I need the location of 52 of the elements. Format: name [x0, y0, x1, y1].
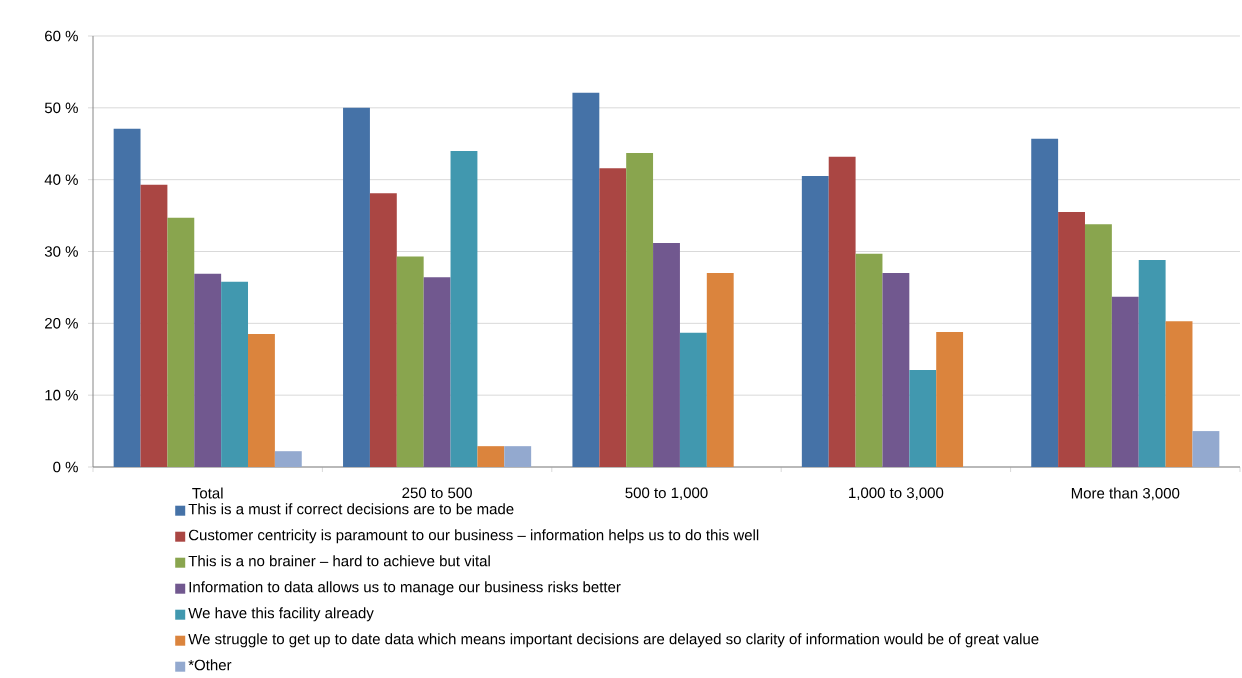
- y-tick-label: 40 %: [44, 174, 78, 185]
- bar: [248, 334, 275, 467]
- bar: [572, 92, 600, 467]
- bar: [140, 184, 168, 467]
- bar: [167, 217, 195, 467]
- legend-label: This is a no brainer – hard to achieve but vital: [188, 555, 490, 567]
- legend-label: Customer centricity is paramount to our business – information helps us to do this well: [188, 529, 759, 544]
- bar: [396, 256, 424, 467]
- legend-label: *Other: [188, 659, 232, 671]
- bar: [909, 370, 937, 467]
- y-tick-label: 10 %: [45, 389, 78, 401]
- legend-label: We have this facility already: [188, 607, 374, 622]
- x-tick-label: More than 3,000: [1071, 487, 1180, 501]
- bar: [113, 128, 141, 467]
- bar: [653, 242, 680, 467]
- bar: [706, 273, 734, 467]
- legend-label: We struggle to get up to date data which means important decisions are delayed so clarity of information would be of great value: [188, 633, 1039, 648]
- bar: [855, 253, 883, 467]
- bar: [194, 273, 222, 467]
- x-tick-label: 250 to 500: [402, 487, 472, 499]
- bar: [504, 446, 532, 467]
- bar: [369, 193, 397, 467]
- y-tick-label: 30 %: [44, 246, 78, 257]
- legend-label: This is a must if correct decisions are to be made: [188, 503, 514, 515]
- bar: [1111, 296, 1139, 467]
- legend-label: Information to data allows us to manage our business risks better: [189, 581, 621, 596]
- bar: [477, 446, 505, 467]
- bar: [1084, 224, 1112, 467]
- bar: [1031, 138, 1059, 467]
- y-tick-label: 0 %: [53, 461, 78, 473]
- y-tick-label: 50 %: [44, 102, 78, 114]
- x-tick-label: Total: [192, 487, 223, 499]
- y-tick-label: 60 %: [45, 30, 78, 42]
- bar: [450, 150, 478, 467]
- bar: [343, 107, 370, 467]
- bar: [882, 273, 910, 467]
- bar: [936, 331, 964, 467]
- bar: [1165, 321, 1193, 467]
- bar: [801, 176, 829, 467]
- bar: [274, 451, 302, 467]
- bar: [1192, 431, 1220, 467]
- bar: [626, 153, 654, 467]
- y-tick-label: 20 %: [45, 318, 78, 329]
- bar: [1138, 260, 1166, 467]
- bar: [221, 281, 249, 467]
- x-tick-label: 1,000 to 3,000: [849, 487, 944, 500]
- bar: [828, 156, 856, 467]
- bar: [679, 332, 707, 467]
- bar: [423, 277, 451, 467]
- x-tick-label: 500 to 1,000: [625, 487, 708, 500]
- bar: [1058, 211, 1085, 467]
- bar: [599, 168, 627, 467]
